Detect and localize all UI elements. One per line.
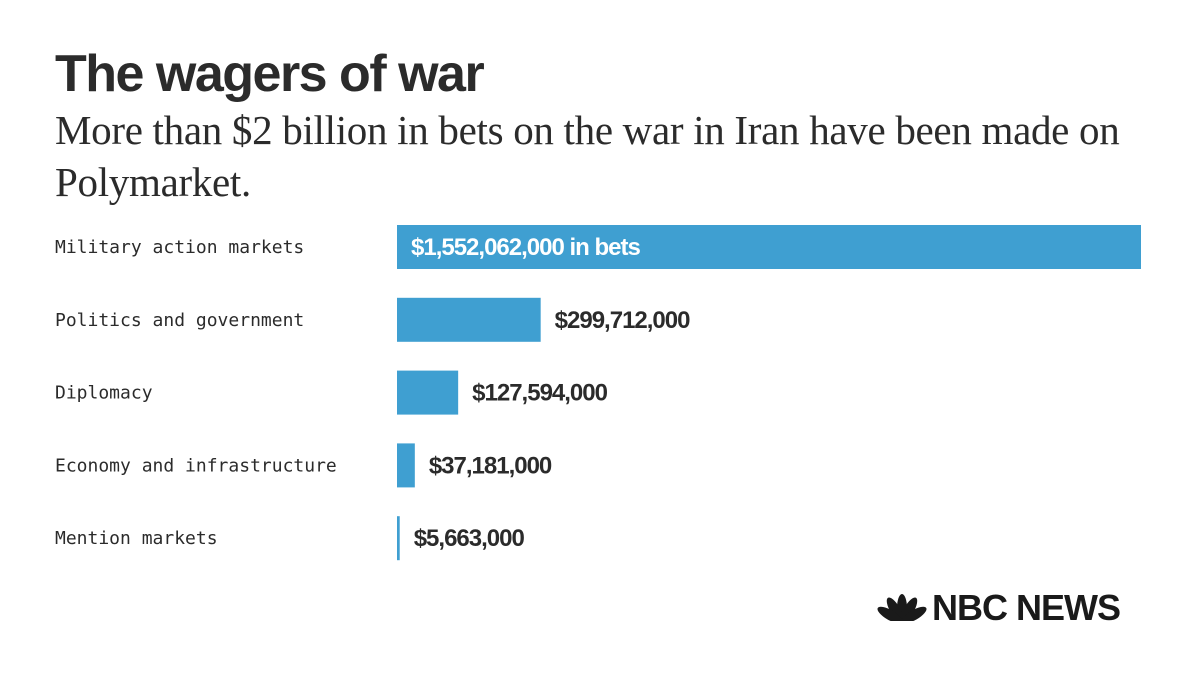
bar (397, 443, 415, 488)
data-label: $127,594,000 (472, 380, 607, 407)
category-label: Economy and infrastructure (55, 455, 337, 476)
data-label: $37,181,000 (429, 452, 552, 479)
data-label: $299,712,000 (555, 307, 690, 334)
nbc-news-logo: NBC NEWS (876, 587, 1121, 628)
category-label: Diplomacy (55, 383, 153, 404)
category-label: Mention markets (55, 528, 218, 549)
data-label: $5,663,000 (414, 525, 525, 552)
category-label: Politics and government (55, 310, 304, 331)
data-label: $1,552,062,000 in bets (411, 234, 640, 261)
bar (397, 370, 459, 415)
chart-subtitle: More than $2 billion in bets on the war … (55, 107, 1120, 205)
chart-title: The wagers of war (55, 45, 485, 103)
bar (397, 225, 1141, 269)
logo-text: NBC NEWS (932, 587, 1121, 628)
bar (397, 297, 541, 342)
peacock-icon (876, 594, 928, 625)
bar (397, 516, 400, 561)
category-label: Military action markets (55, 237, 304, 258)
